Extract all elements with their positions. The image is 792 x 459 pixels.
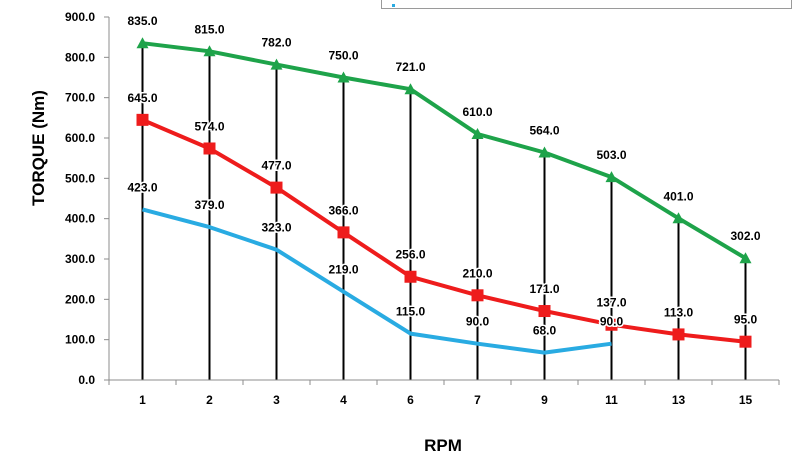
data-label: 645.0 [127, 91, 157, 105]
triangle-marker [337, 71, 350, 83]
x-tick-label: 3 [273, 393, 280, 407]
y-tick-label: 500.0 [65, 171, 95, 185]
data-label: 323.0 [261, 221, 291, 235]
triangle-marker [404, 83, 417, 95]
y-tick-label: 0.0 [78, 373, 95, 387]
data-label: 401.0 [663, 189, 693, 203]
x-tick-label: 9 [541, 393, 548, 407]
y-tick-label: 300.0 [65, 252, 95, 266]
data-label: 95.0 [734, 313, 758, 327]
data-label: 423.0 [127, 180, 157, 194]
data-label: 219.0 [328, 263, 358, 277]
data-label: 171.0 [529, 282, 559, 296]
data-label: 90.0 [466, 315, 490, 329]
square-marker [538, 305, 551, 318]
triangle-marker [739, 252, 752, 264]
series-line-3 [141, 207, 612, 355]
x-tick-label: 7 [474, 393, 481, 407]
y-tick-label: 900.0 [65, 10, 95, 24]
series-line-2 [141, 118, 746, 344]
series-line-1 [142, 41, 747, 260]
y-tick-label: 400.0 [65, 212, 95, 226]
x-tick-label: 13 [672, 393, 686, 407]
data-label: 113.0 [664, 305, 694, 319]
data-label: 835.0 [127, 14, 157, 28]
square-marker [672, 328, 685, 341]
square-marker [605, 318, 618, 331]
square-marker [203, 142, 216, 155]
y-tick-label: 100.0 [65, 333, 95, 347]
data-label: 815.0 [194, 22, 224, 36]
triangle-marker [203, 45, 216, 57]
triangle-marker [538, 146, 551, 158]
data-label: 477.0 [261, 159, 291, 173]
triangle-marker [672, 212, 685, 224]
y-tick-label: 200.0 [65, 292, 95, 306]
triangle-marker [136, 37, 149, 49]
data-label: 503.0 [596, 148, 626, 162]
data-label: 366.0 [328, 203, 358, 217]
data-label: 137.0 [596, 296, 626, 310]
data-label: 564.0 [529, 124, 559, 138]
markers [136, 37, 752, 348]
data-label: 115.0 [396, 305, 426, 319]
triangle-marker [270, 58, 283, 70]
data-label: 782.0 [261, 36, 291, 50]
x-tick-label: 11 [605, 393, 618, 407]
data-label: 68.0 [533, 324, 557, 338]
data-label: 574.0 [194, 119, 224, 133]
data-label: 379.0 [194, 198, 224, 212]
x-axis-label: RPM [424, 436, 462, 455]
x-tick-label: 15 [739, 393, 753, 407]
axes: 0.0 100.0 200.0 300.0 400.0 500.0 600.0 700.0 80… [65, 10, 780, 407]
series-lines [141, 41, 747, 355]
y-tick-label: 800.0 [65, 50, 95, 64]
x-tick-label: 6 [407, 393, 414, 407]
square-marker [136, 113, 149, 126]
triangle-marker [471, 127, 484, 139]
data-label: 210.0 [462, 266, 492, 280]
data-label: 90.0 [600, 315, 624, 329]
y-axis-label: TORQUE (Nm) [29, 90, 48, 206]
data-label: 256.0 [395, 248, 425, 262]
legend-swatch [392, 4, 395, 7]
data-label: 750.0 [328, 49, 358, 63]
data-label: 721.0 [395, 60, 425, 74]
square-marker [471, 289, 484, 302]
square-marker [404, 270, 417, 283]
data-labels: 835.0 815.0 782.0 750.0 721.0 610.0 564.0 503.0… [126, 13, 762, 339]
x-tick-label: 2 [206, 393, 213, 407]
data-label: 610.0 [462, 105, 492, 119]
x-tick-label: 1 [139, 393, 146, 407]
triangle-marker [605, 171, 618, 183]
square-marker [270, 181, 283, 194]
y-tick-label: 700.0 [65, 91, 95, 105]
square-marker [739, 335, 752, 348]
x-tick-label: 4 [340, 393, 347, 407]
y-tick-label: 600.0 [65, 131, 95, 145]
square-marker [337, 226, 350, 239]
data-label: 302.0 [730, 229, 760, 243]
